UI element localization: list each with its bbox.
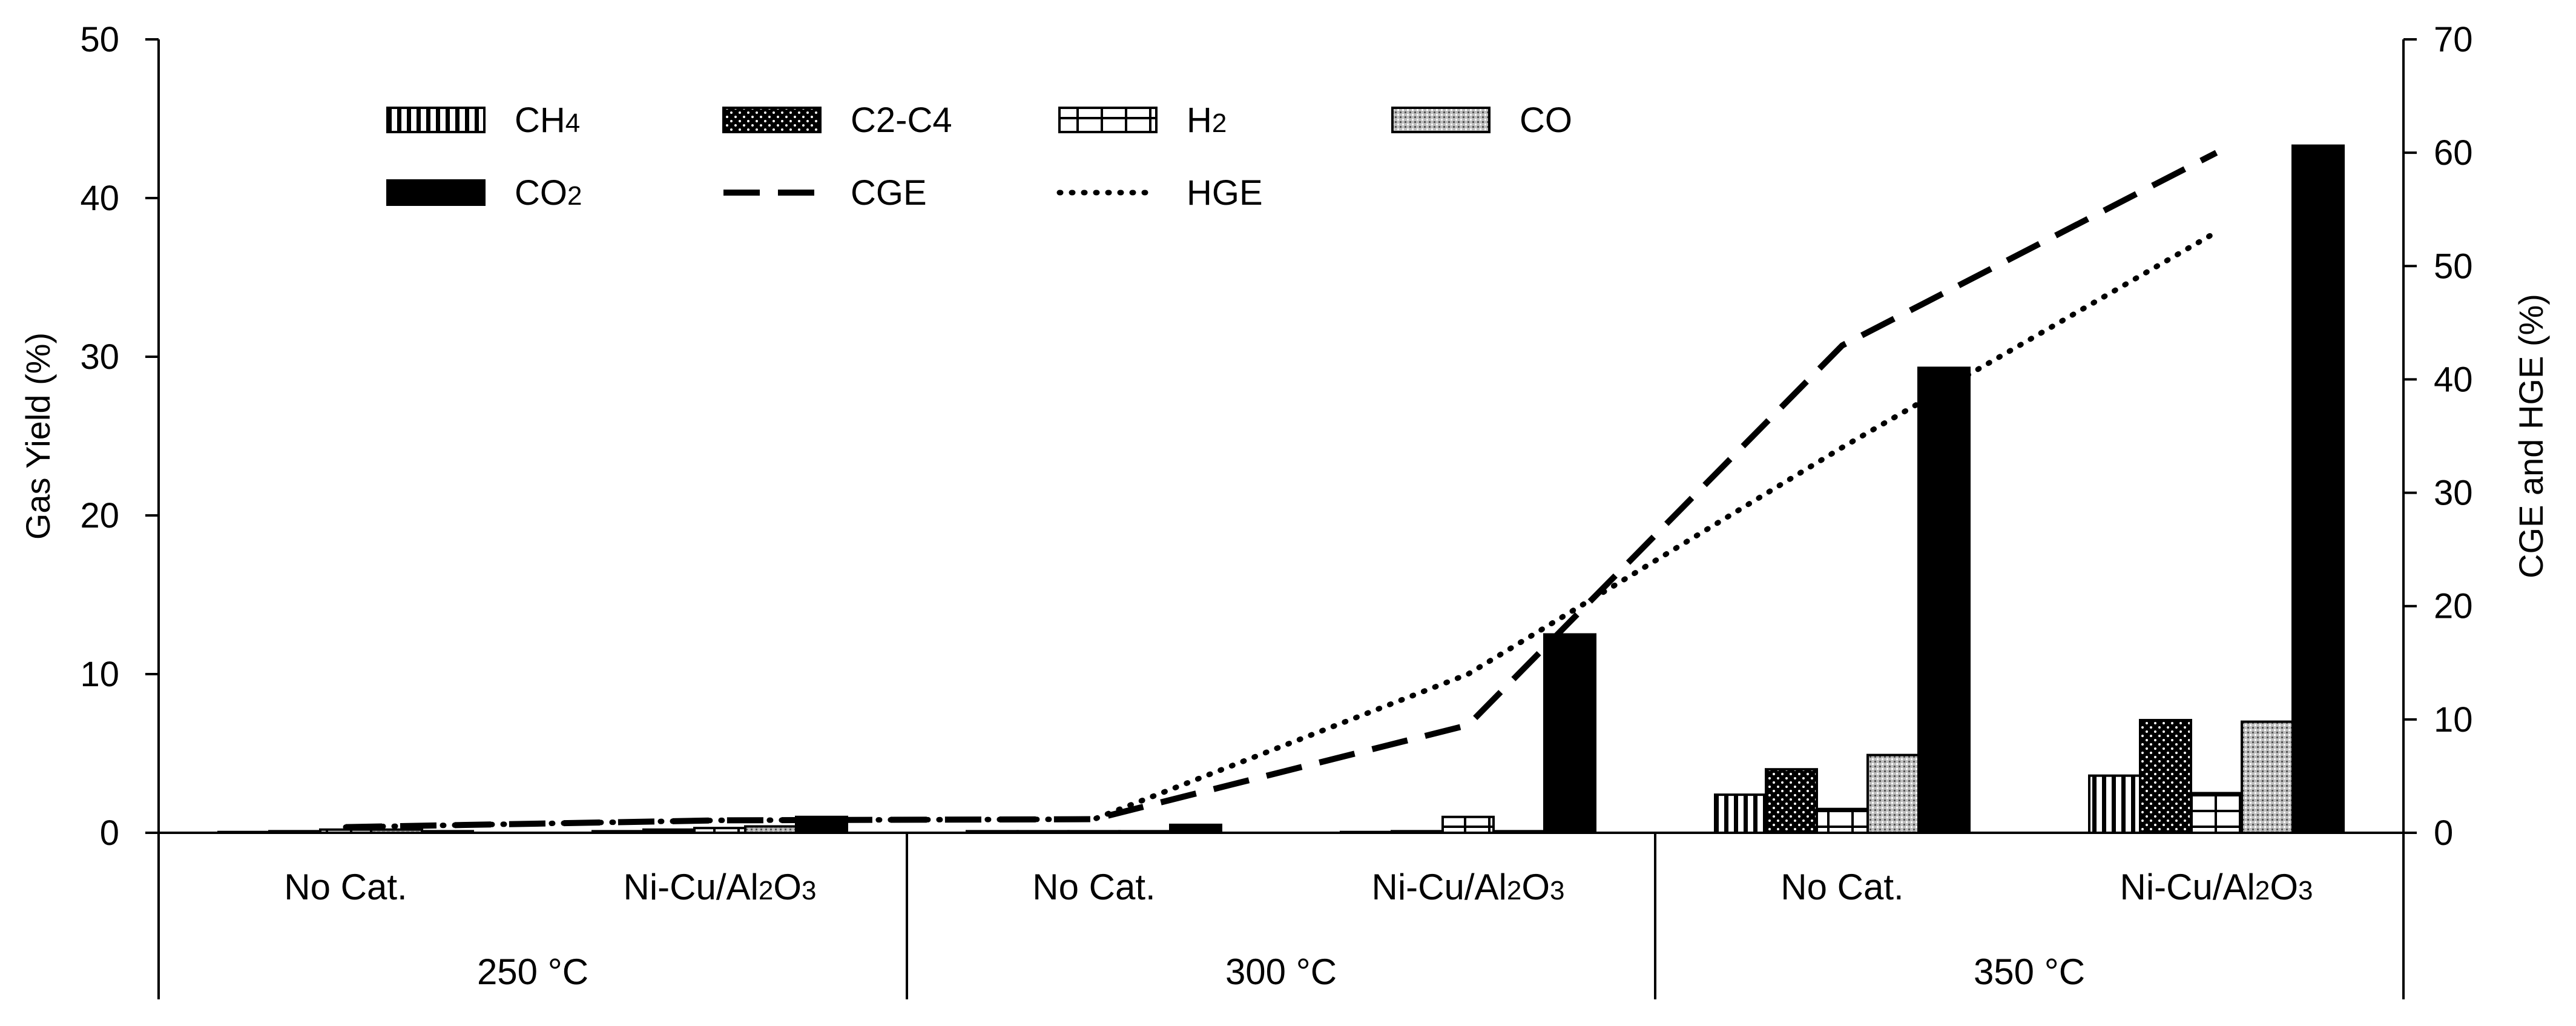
- bar: [217, 830, 271, 834]
- bar: [1714, 793, 1767, 834]
- y2-tick-label: 10: [2434, 700, 2473, 740]
- category-label: No Cat.: [1780, 867, 1903, 907]
- y2-tick-label: 20: [2434, 587, 2473, 626]
- bar: [1765, 768, 1818, 834]
- bar: [1067, 830, 1121, 835]
- bar: [642, 828, 696, 835]
- y-tick-label: 30: [80, 337, 119, 377]
- bar: [1340, 830, 1393, 834]
- legend-swatch: [386, 107, 486, 133]
- y-tick-label: 20: [80, 496, 119, 535]
- bar: [2088, 774, 2141, 835]
- y-tick-label: 50: [80, 20, 119, 59]
- bar: [1816, 807, 1869, 834]
- axes: [145, 38, 2417, 999]
- bar-series-group: [217, 144, 2345, 835]
- y2-tick-label: 40: [2434, 360, 2473, 399]
- y2-tick-label: 70: [2434, 20, 2473, 59]
- bar: [1391, 830, 1444, 835]
- bar: [268, 830, 321, 835]
- hge-line: [343, 229, 2219, 830]
- y-axis-title: Gas Yield (%): [19, 333, 57, 540]
- legend-swatch: [722, 107, 822, 133]
- temperature-label: 350 °C: [1974, 952, 2085, 992]
- bar: [319, 828, 372, 835]
- bar: [2291, 144, 2345, 834]
- bar: [591, 830, 645, 835]
- y-tick-label: 40: [80, 179, 119, 218]
- bar: [744, 825, 797, 835]
- bar: [1169, 823, 1222, 835]
- legend-swatch: [1058, 107, 1158, 133]
- bar: [1441, 815, 1495, 835]
- legend-label: CO: [1520, 101, 1572, 140]
- bar: [421, 830, 474, 835]
- line-series-group: [343, 150, 2219, 830]
- legend: CH4 C2-C4 H2 CO CO2 CGE HGE: [386, 101, 1572, 213]
- bar: [1866, 753, 1920, 834]
- legend-label: C2-C4: [851, 101, 952, 140]
- legend-swatch: [386, 179, 486, 206]
- temperature-label: 300 °C: [1225, 952, 1337, 992]
- y2-axis-title: CGE and HGE (%): [2512, 294, 2550, 578]
- bar: [1492, 830, 1546, 835]
- category-label: Ni-Cu/Al2O3: [624, 867, 817, 907]
- bar: [1118, 830, 1171, 835]
- bar: [693, 827, 746, 835]
- legend-label: H2: [1187, 101, 1227, 140]
- bar: [2139, 718, 2192, 834]
- bar: [1543, 633, 1596, 834]
- category-label: No Cat.: [1032, 867, 1155, 907]
- y-tick-label: 10: [80, 655, 119, 694]
- bar: [966, 830, 1019, 835]
- y2-tick-label: 60: [2434, 133, 2473, 173]
- bar: [2241, 720, 2294, 834]
- legend-label: HGE: [1187, 173, 1263, 213]
- category-label: Ni-Cu/Al2O3: [2120, 867, 2313, 907]
- category-label: Ni-Cu/Al2O3: [1372, 867, 1565, 907]
- bar: [370, 828, 423, 835]
- axis-labels-group: 0 10 20 30 40 50 0 10 20 30 40 50 60 70 Gas Yield (%) C…: [19, 20, 2550, 992]
- y2-tick-label: 0: [2434, 813, 2453, 853]
- bar: [2190, 792, 2243, 834]
- y2-tick-label: 30: [2434, 474, 2473, 513]
- bar: [1917, 366, 1971, 834]
- legend-swatch: [1391, 107, 1491, 133]
- category-label: No Cat.: [284, 867, 407, 907]
- y-tick-label: 0: [100, 813, 119, 853]
- cge-line: [345, 150, 2218, 830]
- legend-label: CH4: [515, 101, 580, 140]
- legend-label: CO2: [515, 173, 582, 213]
- legend-label: CGE: [851, 173, 927, 213]
- y2-tick-label: 50: [2434, 247, 2473, 286]
- temperature-label: 250 °C: [477, 952, 588, 992]
- bar: [1016, 830, 1070, 835]
